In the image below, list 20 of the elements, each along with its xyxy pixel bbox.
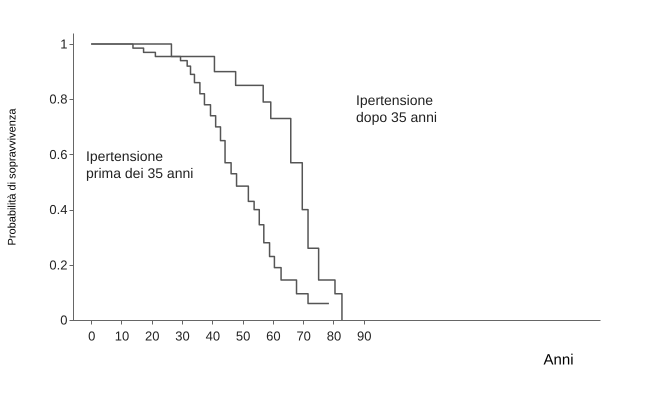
y-tick-label: 0.2	[49, 257, 68, 272]
y-tick-label: 0.4	[49, 202, 68, 218]
y-tick-label: 0.6	[49, 146, 68, 162]
y-tick-label: 1	[60, 36, 68, 52]
x-axis-title: Anni	[544, 352, 574, 368]
x-tick-label: 30	[175, 328, 190, 344]
x-tick-label: 80	[326, 328, 342, 344]
x-tick-label: 60	[266, 328, 281, 344]
y-axis-title: Probabilità di sopravvivenza	[6, 108, 18, 246]
x-tick-label: 70	[296, 328, 311, 344]
annotation: Ipertensione dopo 35 anni	[356, 92, 437, 125]
y-tick-label: 0.8	[49, 92, 68, 107]
x-tick-label: 90	[357, 328, 372, 344]
x-tick-label: 10	[114, 328, 130, 344]
annotation: Ipertensione prima dei 35 anni	[86, 148, 194, 181]
x-tick-label: 0	[88, 328, 96, 344]
x-tick-label: 50	[236, 328, 250, 344]
y-tick-label: 0	[60, 312, 68, 328]
x-tick-label: 20	[145, 328, 160, 344]
x-tick-label: 40	[206, 328, 220, 344]
